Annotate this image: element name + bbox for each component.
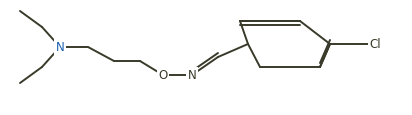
Text: Cl: Cl bbox=[369, 38, 381, 51]
Text: N: N bbox=[187, 69, 197, 82]
Text: N: N bbox=[56, 41, 64, 54]
Text: O: O bbox=[158, 69, 168, 82]
